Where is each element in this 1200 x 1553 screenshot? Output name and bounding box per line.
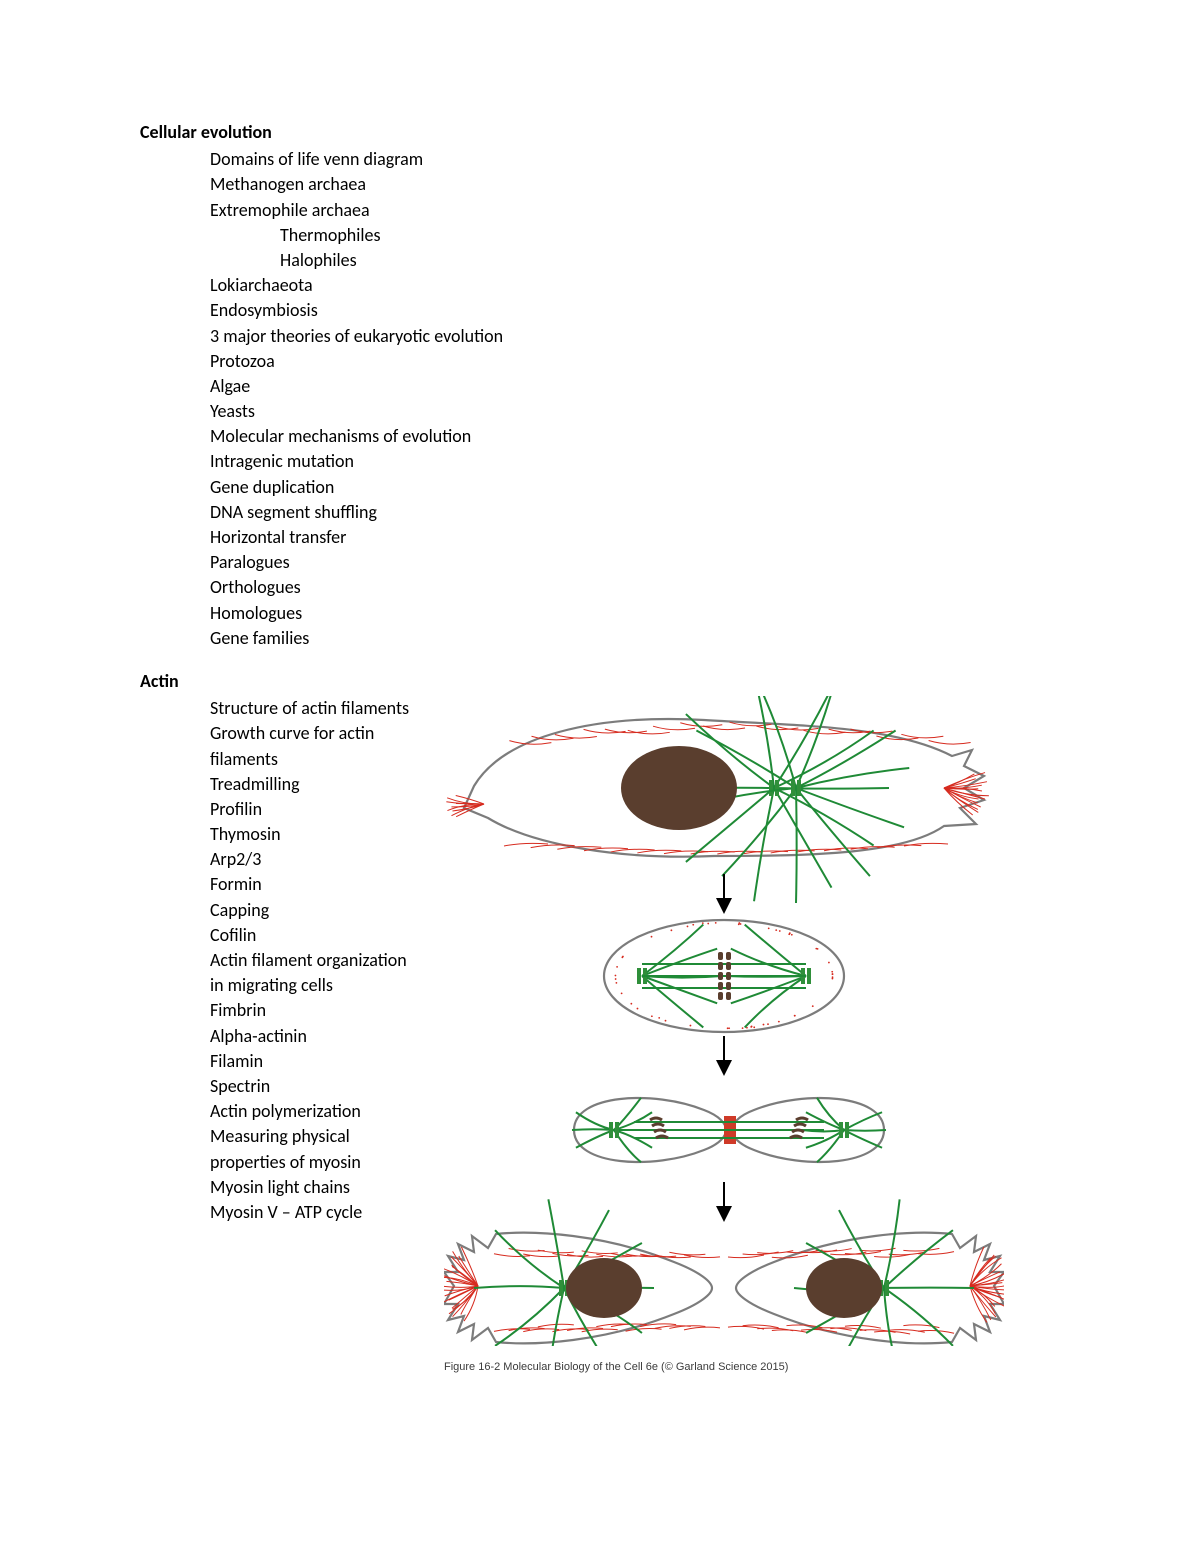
list-item: Arp2/3 (210, 847, 420, 872)
list-item: Gene families (210, 626, 1060, 651)
list-item: Methanogen archaea (210, 172, 1060, 197)
list-item: Fimbrin (210, 998, 420, 1023)
list-item: Extremophile archaea (210, 198, 1060, 223)
list-item: Profilin (210, 797, 420, 822)
list-item: Myosin V – ATP cycle (210, 1200, 420, 1225)
list-item: Yeasts (210, 399, 1060, 424)
list-item: 3 major theories of eukaryotic evolution (210, 324, 1060, 349)
list-item: Thermophiles (280, 223, 1060, 248)
list-item: Actin filament organization in migrating… (210, 948, 420, 998)
figure-cell-division: Figure 16-2 Molecular Biology of the Cel… (444, 696, 1004, 1375)
heading-cellular-evolution: Cellular evolution (140, 120, 1060, 145)
list-item: Measuring physical properties of myosin (210, 1124, 420, 1174)
list-cellular-evolution: Domains of life venn diagram Methanogen … (140, 147, 1060, 651)
list-item: Halophiles (280, 248, 1060, 273)
figure-caption: Figure 16-2 Molecular Biology of the Cel… (444, 1360, 1004, 1375)
list-item: Endosymbiosis (210, 298, 1060, 323)
list-item: Growth curve for actin filaments (210, 721, 420, 771)
heading-actin: Actin (140, 669, 1060, 694)
list-item: Orthologues (210, 575, 1060, 600)
list-item: Paralogues (210, 550, 1060, 575)
list-actin: Structure of actin filaments Growth curv… (140, 696, 420, 1375)
list-item: Actin polymerization (210, 1099, 420, 1124)
list-item: Thymosin (210, 822, 420, 847)
list-item: Homologues (210, 601, 1060, 626)
list-item: Treadmilling (210, 772, 420, 797)
list-item: Molecular mechanisms of evolution (210, 424, 1060, 449)
list-item: Alpha-actinin (210, 1024, 420, 1049)
list-item: Domains of life venn diagram (210, 147, 1060, 172)
list-item: Myosin light chains (210, 1175, 420, 1200)
list-item: DNA segment shuffling (210, 500, 1060, 525)
list-item: Lokiarchaeota (210, 273, 1060, 298)
list-item: Formin (210, 872, 420, 897)
list-item: Spectrin (210, 1074, 420, 1099)
list-item: Intragenic mutation (210, 449, 1060, 474)
list-item: Cofilin (210, 923, 420, 948)
list-item: Structure of actin filaments (210, 696, 420, 721)
list-item: Filamin (210, 1049, 420, 1074)
list-item: Capping (210, 898, 420, 923)
list-item: Algae (210, 374, 1060, 399)
list-item: Horizontal transfer (210, 525, 1060, 550)
list-item: Gene duplication (210, 475, 1060, 500)
list-item: Protozoa (210, 349, 1060, 374)
